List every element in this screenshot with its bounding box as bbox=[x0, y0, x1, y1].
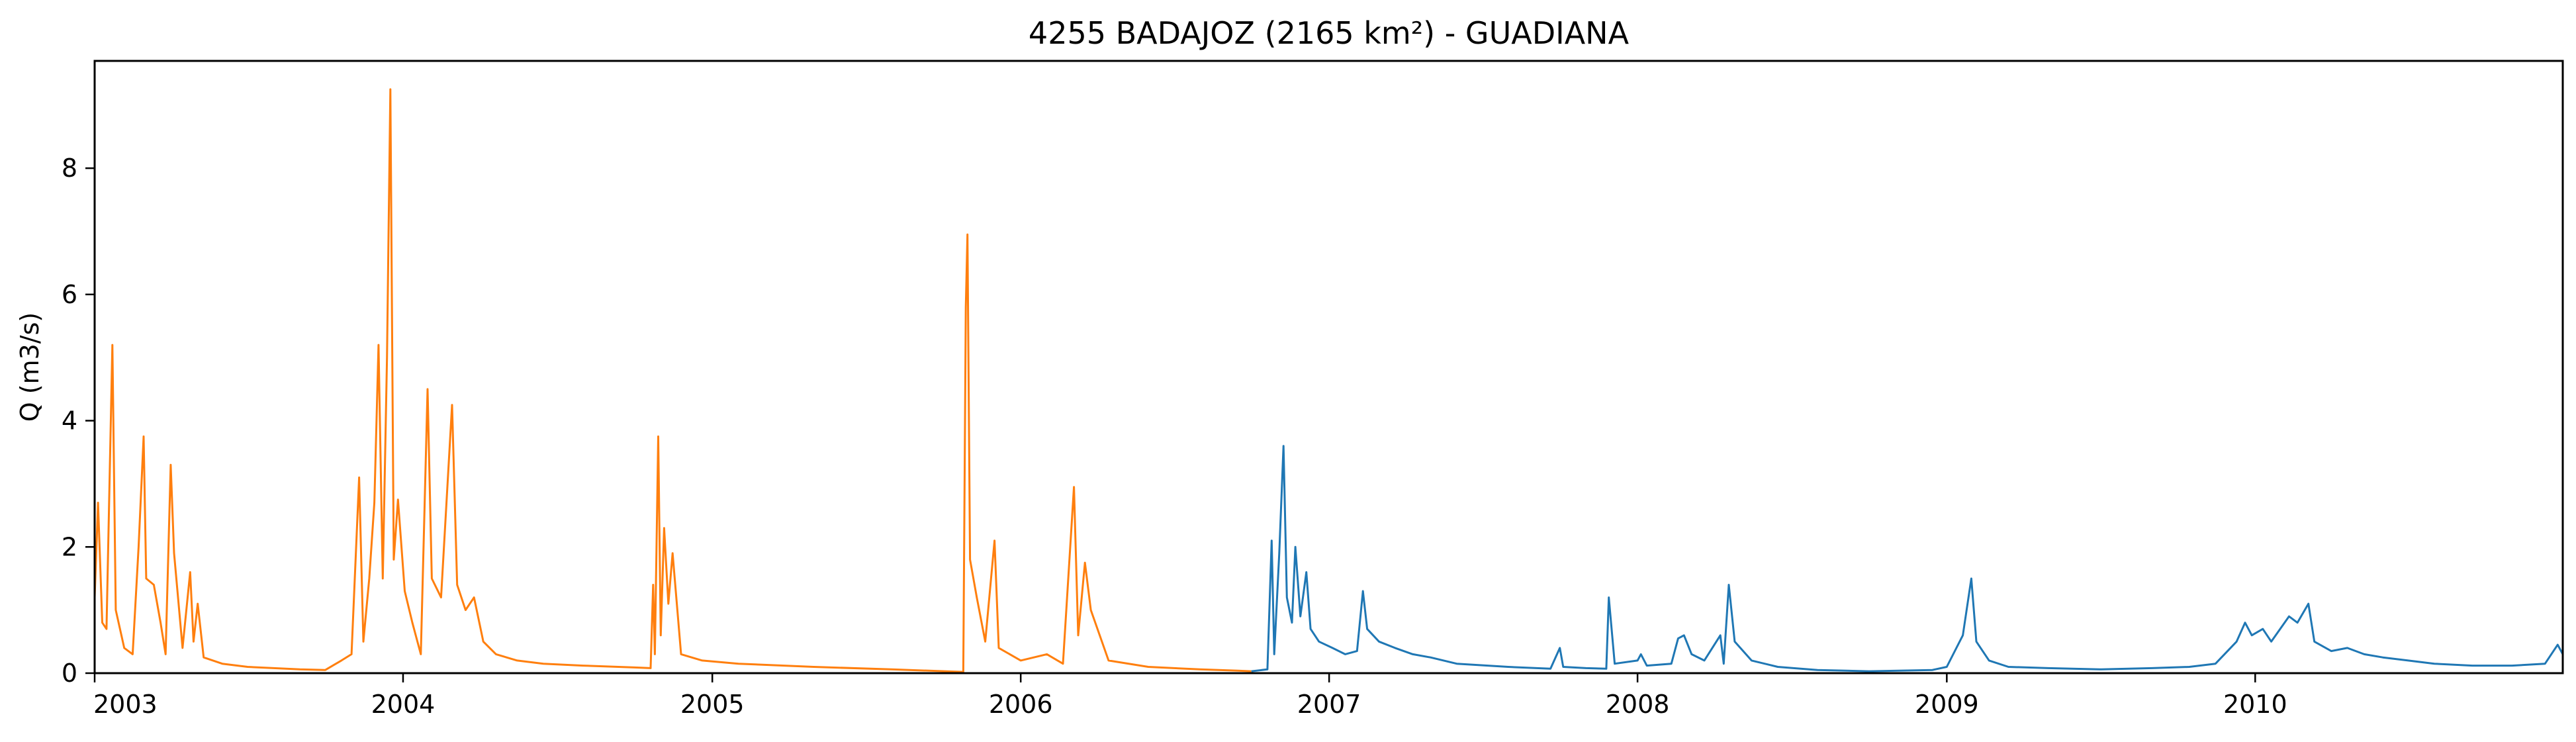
y-tick-label: 4 bbox=[62, 406, 77, 436]
y-tick-label: 2 bbox=[62, 532, 77, 561]
x-tick-label: 2005 bbox=[680, 690, 745, 719]
plot-area bbox=[95, 88, 2563, 673]
y-tick-label: 0 bbox=[62, 659, 77, 688]
series-line-0 bbox=[95, 88, 1252, 673]
x-tick-label: 2008 bbox=[1606, 690, 1670, 719]
y-axis-label: Q (m3/s) bbox=[15, 312, 44, 422]
axes: 2003 2004 2005 2006 2007 2008 2009 2010 0 2 4 6 8 bbox=[62, 60, 2564, 719]
chart-title: 4255 BADAJOZ (2165 km²) - GUADIANA bbox=[1029, 15, 1630, 51]
series-line-1 bbox=[1251, 445, 2563, 672]
x-tick-label: 2006 bbox=[989, 690, 1053, 719]
x-tick-label: 2010 bbox=[2223, 690, 2287, 719]
x-tick-label: 2003 bbox=[93, 690, 158, 719]
x-tick-label: 2007 bbox=[1297, 690, 1361, 719]
y-tick-label: 6 bbox=[62, 280, 77, 309]
x-tick-label: 2004 bbox=[371, 690, 436, 719]
y-tick-label: 8 bbox=[62, 154, 77, 183]
x-tick-label: 2009 bbox=[1915, 690, 1979, 719]
plot-frame bbox=[93, 60, 2564, 674]
